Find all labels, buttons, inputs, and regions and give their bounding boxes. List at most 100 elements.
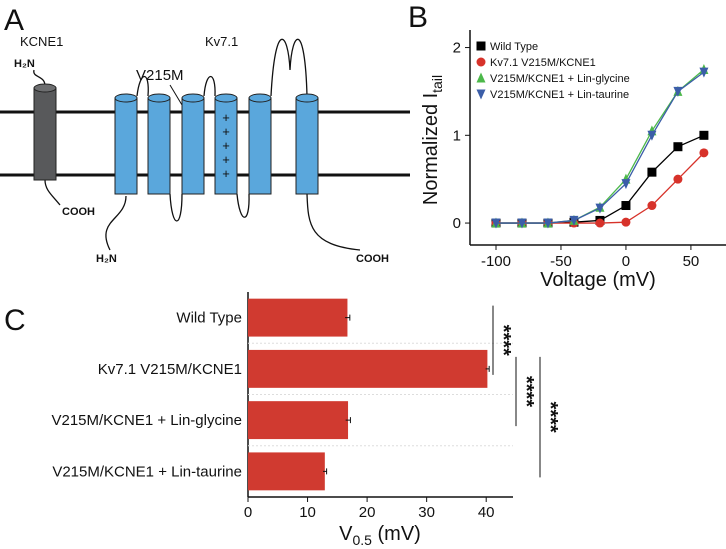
x-axis-label-unit: (mV) [372, 523, 421, 545]
marker [491, 218, 501, 229]
terminus-label: H₂N [14, 58, 35, 70]
terminus-label: H₂N [96, 253, 117, 265]
legend-marker [476, 72, 486, 83]
helices [33, 83, 319, 195]
marker [673, 174, 683, 184]
marker [647, 130, 657, 141]
x-axis-label-main: V [339, 523, 353, 545]
x-tick-label: 30 [418, 504, 435, 521]
legend-label: V215M/KCNE1 + Lin-taurine [490, 89, 629, 101]
loop [44, 179, 61, 206]
x-tick-label: -50 [550, 253, 572, 270]
bar [248, 349, 488, 388]
x-tick-label: -100 [481, 253, 511, 270]
legend-marker [476, 89, 486, 100]
loop [105, 195, 127, 251]
helix [248, 97, 272, 195]
terminus-label: COOH [62, 206, 95, 218]
panel-label: B [408, 1, 428, 34]
y-tick-label: 1 [453, 127, 461, 144]
marker [621, 201, 631, 211]
membrane-diagram [0, 38, 410, 251]
x-axis-label: Voltage (mV) [540, 269, 656, 291]
pointer [169, 84, 183, 106]
kcne1-helix [33, 87, 57, 181]
marker [595, 203, 605, 214]
x-tick-label: 10 [299, 504, 316, 521]
charge: + [222, 152, 230, 167]
helix [114, 97, 138, 195]
marker [543, 218, 553, 229]
helix-top [33, 83, 57, 93]
y-tick-label: Kv7.1 V215M/KCNE1 [98, 361, 242, 378]
helix [147, 97, 171, 195]
terminus-label: COOH [356, 253, 389, 265]
error-bar [323, 468, 328, 475]
legend-label: V215M/KCNE1 + Lin-glycine [490, 73, 630, 85]
panel-label: C [4, 304, 26, 337]
legend-label: Kv7.1 V215M/KCNE1 [490, 57, 596, 69]
legend-marker [476, 57, 486, 67]
x-axis-label: V0.5 (mV) [339, 523, 421, 548]
error-bar [345, 314, 351, 321]
y-axis-label: Normalized Itail [420, 75, 445, 205]
charge: + [222, 110, 230, 125]
helix-top [181, 93, 205, 103]
panel-label: A [4, 4, 24, 37]
marker [621, 217, 631, 227]
charge: + [222, 124, 230, 139]
marker [673, 86, 683, 97]
marker [647, 201, 657, 211]
marker [699, 67, 709, 78]
helix [181, 97, 205, 195]
loop [306, 193, 361, 251]
legend-label: Wild Type [490, 41, 538, 53]
x-axis-label-sub: 0.5 [352, 532, 372, 548]
helix-top [114, 93, 138, 103]
error-bar [485, 365, 490, 372]
y-tick-label: V215M/KCNE1 + Lin-taurine [52, 463, 242, 480]
marker [699, 130, 709, 140]
x-tick-label: 20 [359, 504, 376, 521]
marker [517, 218, 527, 229]
bar [248, 401, 349, 440]
helix-top [214, 93, 238, 103]
significance-label: **** [515, 376, 537, 407]
marker [647, 167, 657, 177]
helix-top [147, 93, 171, 103]
marker [673, 142, 683, 152]
significance-label: **** [539, 402, 561, 433]
mutation-label: V215M [136, 67, 184, 84]
marker [621, 179, 631, 190]
loop [136, 75, 149, 97]
error-bar [345, 417, 351, 424]
y-axis-label-main: Normalized I [420, 93, 442, 205]
loop [236, 193, 250, 218]
loop [203, 75, 216, 97]
charge: + [222, 166, 230, 181]
charge: + [222, 138, 230, 153]
y-tick-label: 2 [453, 40, 461, 57]
marker [595, 218, 605, 228]
bar [248, 298, 348, 337]
y-tick-label: Wild Type [176, 310, 242, 327]
loop [169, 193, 183, 222]
x-tick-label: 0 [622, 253, 630, 270]
significance-label: **** [492, 325, 514, 356]
bar [248, 452, 325, 491]
x-tick-label: 50 [683, 253, 700, 270]
subunit-label: KCNE1 [20, 34, 63, 49]
marker [569, 215, 579, 226]
loop [270, 38, 308, 97]
y-axis-label-sub: tail [429, 75, 445, 93]
x-tick-label: 40 [478, 504, 495, 521]
subunit-label: Kv7.1 [205, 34, 238, 49]
helix [295, 97, 319, 195]
legend-marker [476, 41, 486, 51]
helix-top [295, 93, 319, 103]
x-tick-label: 0 [244, 504, 252, 521]
y-tick-label: 0 [453, 215, 461, 232]
marker [699, 148, 709, 158]
y-tick-label: V215M/KCNE1 + Lin-glycine [51, 412, 242, 429]
